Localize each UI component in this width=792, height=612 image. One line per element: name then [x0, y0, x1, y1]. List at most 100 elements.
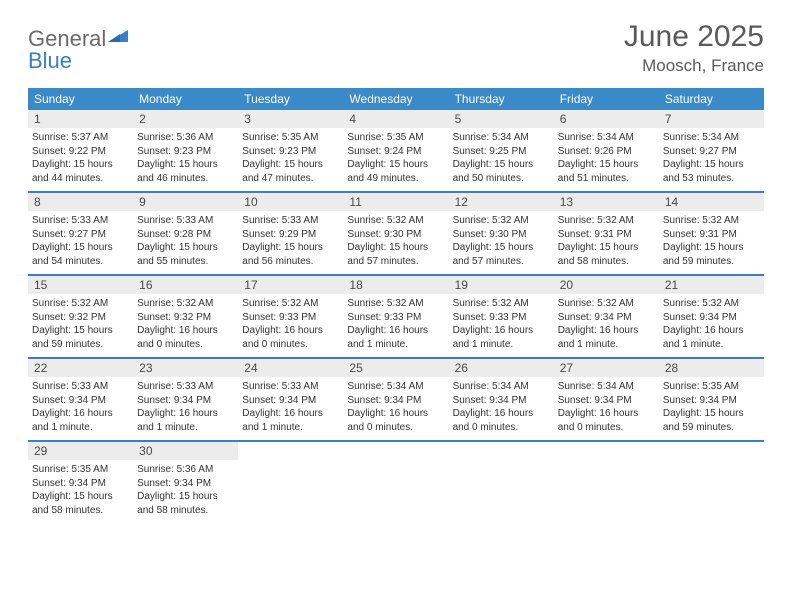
day-body: Sunrise: 5:33 AMSunset: 9:34 PMDaylight:…	[28, 377, 133, 440]
day-line-sr: Sunrise: 5:33 AM	[137, 380, 234, 394]
day-cell: 11Sunrise: 5:32 AMSunset: 9:30 PMDayligh…	[343, 193, 448, 274]
day-line-sr: Sunrise: 5:32 AM	[558, 297, 655, 311]
day-line-ss: Sunset: 9:31 PM	[558, 228, 655, 242]
day-line-d1: Daylight: 15 hours	[663, 158, 760, 172]
day-header-thu: Thursday	[449, 88, 554, 110]
day-line-sr: Sunrise: 5:34 AM	[453, 380, 550, 394]
day-cell: 8Sunrise: 5:33 AMSunset: 9:27 PMDaylight…	[28, 193, 133, 274]
day-number: 21	[659, 276, 764, 294]
day-number: 30	[133, 442, 238, 460]
day-cell: 3Sunrise: 5:35 AMSunset: 9:23 PMDaylight…	[238, 110, 343, 191]
day-line-ss: Sunset: 9:29 PM	[242, 228, 339, 242]
day-line-d2: and 58 minutes.	[558, 255, 655, 269]
day-number: 17	[238, 276, 343, 294]
day-line-ss: Sunset: 9:34 PM	[558, 394, 655, 408]
day-body: Sunrise: 5:32 AMSunset: 9:32 PMDaylight:…	[133, 294, 238, 357]
day-header-wed: Wednesday	[343, 88, 448, 110]
day-line-sr: Sunrise: 5:33 AM	[32, 380, 129, 394]
day-number: 4	[343, 110, 448, 128]
day-line-d1: Daylight: 16 hours	[558, 407, 655, 421]
day-cell	[343, 442, 448, 523]
day-line-ss: Sunset: 9:33 PM	[242, 311, 339, 325]
day-line-sr: Sunrise: 5:34 AM	[347, 380, 444, 394]
day-cell: 25Sunrise: 5:34 AMSunset: 9:34 PMDayligh…	[343, 359, 448, 440]
day-cell: 14Sunrise: 5:32 AMSunset: 9:31 PMDayligh…	[659, 193, 764, 274]
day-line-sr: Sunrise: 5:32 AM	[32, 297, 129, 311]
day-body: Sunrise: 5:32 AMSunset: 9:33 PMDaylight:…	[343, 294, 448, 357]
day-cell: 22Sunrise: 5:33 AMSunset: 9:34 PMDayligh…	[28, 359, 133, 440]
day-body: Sunrise: 5:32 AMSunset: 9:30 PMDaylight:…	[343, 211, 448, 274]
day-line-d1: Daylight: 16 hours	[347, 407, 444, 421]
day-line-d1: Daylight: 16 hours	[242, 407, 339, 421]
day-line-d1: Daylight: 15 hours	[347, 158, 444, 172]
day-line-d1: Daylight: 15 hours	[558, 158, 655, 172]
day-number: 25	[343, 359, 448, 377]
day-body: Sunrise: 5:37 AMSunset: 9:22 PMDaylight:…	[28, 128, 133, 191]
week-row: 22Sunrise: 5:33 AMSunset: 9:34 PMDayligh…	[28, 359, 764, 442]
day-cell: 23Sunrise: 5:33 AMSunset: 9:34 PMDayligh…	[133, 359, 238, 440]
day-body: Sunrise: 5:34 AMSunset: 9:34 PMDaylight:…	[449, 377, 554, 440]
day-cell: 10Sunrise: 5:33 AMSunset: 9:29 PMDayligh…	[238, 193, 343, 274]
day-line-sr: Sunrise: 5:32 AM	[242, 297, 339, 311]
week-row: 1Sunrise: 5:37 AMSunset: 9:22 PMDaylight…	[28, 110, 764, 193]
day-cell	[554, 442, 659, 523]
day-header-sun: Sunday	[28, 88, 133, 110]
day-line-ss: Sunset: 9:34 PM	[32, 477, 129, 491]
day-body: Sunrise: 5:34 AMSunset: 9:25 PMDaylight:…	[449, 128, 554, 191]
day-line-d2: and 49 minutes.	[347, 172, 444, 186]
day-number: 6	[554, 110, 659, 128]
day-line-d1: Daylight: 16 hours	[137, 407, 234, 421]
day-line-d2: and 47 minutes.	[242, 172, 339, 186]
day-number: 27	[554, 359, 659, 377]
day-number: 20	[554, 276, 659, 294]
day-number: 8	[28, 193, 133, 211]
day-cell: 20Sunrise: 5:32 AMSunset: 9:34 PMDayligh…	[554, 276, 659, 357]
day-body: Sunrise: 5:32 AMSunset: 9:30 PMDaylight:…	[449, 211, 554, 274]
day-line-ss: Sunset: 9:31 PM	[663, 228, 760, 242]
day-body: Sunrise: 5:32 AMSunset: 9:31 PMDaylight:…	[554, 211, 659, 274]
day-line-d2: and 0 minutes.	[558, 421, 655, 435]
day-line-d2: and 58 minutes.	[32, 504, 129, 518]
day-line-d1: Daylight: 15 hours	[663, 407, 760, 421]
day-line-d1: Daylight: 15 hours	[453, 158, 550, 172]
day-cell: 6Sunrise: 5:34 AMSunset: 9:26 PMDaylight…	[554, 110, 659, 191]
day-line-d1: Daylight: 16 hours	[242, 324, 339, 338]
day-line-d1: Daylight: 16 hours	[32, 407, 129, 421]
day-cell	[659, 442, 764, 523]
day-line-ss: Sunset: 9:34 PM	[453, 394, 550, 408]
day-body: Sunrise: 5:34 AMSunset: 9:27 PMDaylight:…	[659, 128, 764, 191]
day-line-sr: Sunrise: 5:35 AM	[32, 463, 129, 477]
day-line-d2: and 57 minutes.	[347, 255, 444, 269]
day-line-sr: Sunrise: 5:34 AM	[558, 380, 655, 394]
day-line-d1: Daylight: 16 hours	[453, 324, 550, 338]
day-line-ss: Sunset: 9:30 PM	[347, 228, 444, 242]
day-line-d2: and 59 minutes.	[663, 255, 760, 269]
day-number: 5	[449, 110, 554, 128]
day-number: 7	[659, 110, 764, 128]
day-number: 29	[28, 442, 133, 460]
day-cell: 2Sunrise: 5:36 AMSunset: 9:23 PMDaylight…	[133, 110, 238, 191]
day-line-sr: Sunrise: 5:32 AM	[663, 297, 760, 311]
day-line-d2: and 53 minutes.	[663, 172, 760, 186]
day-line-d2: and 0 minutes.	[242, 338, 339, 352]
day-headers-row: Sunday Monday Tuesday Wednesday Thursday…	[28, 88, 764, 110]
day-line-sr: Sunrise: 5:34 AM	[663, 131, 760, 145]
day-body: Sunrise: 5:33 AMSunset: 9:34 PMDaylight:…	[238, 377, 343, 440]
day-body: Sunrise: 5:32 AMSunset: 9:34 PMDaylight:…	[554, 294, 659, 357]
day-line-d1: Daylight: 16 hours	[558, 324, 655, 338]
day-line-d1: Daylight: 15 hours	[32, 158, 129, 172]
day-number: 3	[238, 110, 343, 128]
day-line-ss: Sunset: 9:34 PM	[558, 311, 655, 325]
day-line-d2: and 56 minutes.	[242, 255, 339, 269]
day-line-sr: Sunrise: 5:36 AM	[137, 463, 234, 477]
day-line-d1: Daylight: 15 hours	[32, 324, 129, 338]
day-line-d2: and 1 minute.	[663, 338, 760, 352]
day-cell: 12Sunrise: 5:32 AMSunset: 9:30 PMDayligh…	[449, 193, 554, 274]
day-line-sr: Sunrise: 5:34 AM	[453, 131, 550, 145]
day-line-sr: Sunrise: 5:32 AM	[663, 214, 760, 228]
day-body: Sunrise: 5:32 AMSunset: 9:31 PMDaylight:…	[659, 211, 764, 274]
day-body: Sunrise: 5:34 AMSunset: 9:26 PMDaylight:…	[554, 128, 659, 191]
day-body: Sunrise: 5:32 AMSunset: 9:33 PMDaylight:…	[449, 294, 554, 357]
day-number: 26	[449, 359, 554, 377]
day-cell: 19Sunrise: 5:32 AMSunset: 9:33 PMDayligh…	[449, 276, 554, 357]
